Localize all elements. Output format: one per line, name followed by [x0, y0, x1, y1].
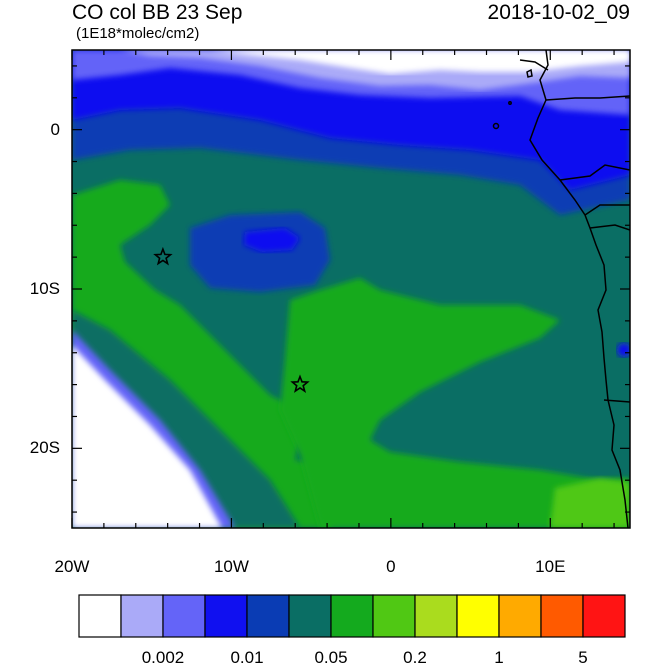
colorbar-box: [540, 594, 584, 638]
colorbar-label: 5: [578, 648, 588, 667]
axis-ticks: [71, 50, 630, 528]
colorbar-box: [456, 594, 500, 638]
colorbar-box: [414, 594, 458, 638]
colorbar-box: [204, 594, 248, 638]
colorbar-box: [246, 594, 290, 638]
star-markers: [153, 246, 310, 393]
colorbar-box: [582, 594, 626, 638]
y-tick-label: 10S: [29, 279, 60, 298]
colorbar-label: 0.002: [141, 648, 185, 667]
colorbar-box: [288, 594, 332, 638]
colorbar-box: [120, 594, 164, 638]
star-marker-st-helena-area: [153, 246, 173, 266]
colorbar-box: [330, 594, 374, 638]
y-tick-label: 20S: [29, 438, 60, 458]
colorbar-box: [162, 594, 206, 638]
colorbar-box: [372, 594, 416, 638]
colorbar-label: 0.01: [230, 648, 264, 667]
x-tick-label: 10W: [213, 557, 249, 576]
map-datetime: 2018-10-02_09: [487, 1, 630, 24]
colorbar-label: 1: [494, 648, 504, 667]
colorbar-box: [78, 594, 122, 638]
map-title: CO col BB 23 Sep: [72, 1, 243, 24]
star-marker-south: [290, 374, 310, 393]
colorbar-box: [498, 594, 542, 638]
y-tick-label: 0: [50, 119, 60, 139]
x-tick-label: 0: [386, 557, 396, 576]
units-label: (1E18*molec/cm2): [76, 25, 200, 42]
coastline-and-borders: [492, 50, 630, 528]
colorbar: [78, 594, 626, 638]
x-tick-label: 20W: [54, 557, 90, 576]
colorbar-label: 0.05: [314, 648, 348, 667]
co-concentration-field: [72, 50, 630, 528]
x-tick-label: 10E: [535, 557, 566, 576]
colorbar-label: 0.2: [403, 648, 427, 667]
